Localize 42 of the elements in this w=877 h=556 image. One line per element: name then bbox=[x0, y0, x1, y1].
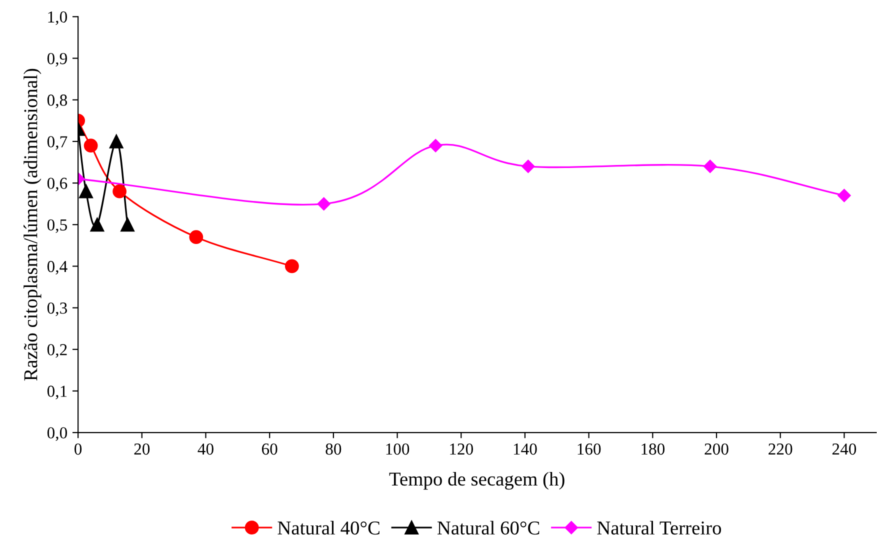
x-tick-label: 240 bbox=[832, 443, 856, 455]
point bbox=[109, 134, 124, 148]
x-tick-label: 120 bbox=[450, 443, 473, 455]
x-tick-label: 220 bbox=[768, 443, 792, 455]
y-tick-label: 0,5 bbox=[47, 219, 67, 233]
x-tick-label: 80 bbox=[326, 443, 342, 455]
point bbox=[112, 184, 126, 198]
point bbox=[90, 218, 104, 232]
y-tick-label: 0,4 bbox=[47, 260, 68, 275]
point bbox=[317, 197, 330, 210]
x-tick-label: 0 bbox=[74, 443, 82, 455]
point bbox=[120, 218, 134, 232]
x-tick-label: 60 bbox=[262, 443, 278, 455]
point bbox=[79, 184, 93, 198]
x-tick-label: 140 bbox=[514, 443, 537, 455]
point bbox=[429, 139, 442, 152]
point bbox=[522, 160, 535, 173]
y-tick-label: 0,6 bbox=[47, 178, 68, 192]
y-tick-label: 0,0 bbox=[47, 427, 67, 441]
y-tick-label: 0,9 bbox=[47, 52, 67, 67]
y-tick-label: 1,0 bbox=[48, 11, 67, 26]
x-tick-label: 180 bbox=[642, 443, 665, 455]
point bbox=[189, 230, 204, 244]
x-tick-label: 100 bbox=[386, 443, 410, 455]
legend-label: Natural Terreiro bbox=[597, 520, 722, 535]
point bbox=[284, 259, 299, 274]
x-tick-label: 160 bbox=[578, 443, 601, 455]
legend-label: Natural 60°C bbox=[437, 520, 540, 535]
point bbox=[704, 160, 717, 173]
point bbox=[838, 188, 851, 202]
point bbox=[84, 138, 98, 153]
y-tick-label: 0,8 bbox=[47, 94, 67, 108]
legend-label: Natural 40°C bbox=[278, 520, 380, 535]
y-tick-label: 0,2 bbox=[47, 344, 67, 358]
y-tick-label: 0,7 bbox=[47, 136, 68, 150]
x-tick-label: 20 bbox=[134, 443, 150, 455]
y-tick-label: 0,3 bbox=[47, 302, 67, 316]
x-axis-title: Tempo de secagem (h) bbox=[389, 472, 564, 490]
y-tick-label: 0,1 bbox=[47, 386, 67, 400]
x-tick-label: 40 bbox=[198, 443, 214, 455]
x-tick-label: 200 bbox=[704, 443, 728, 455]
y-axis-title: Razão citoplasma/lúmen (adimensional) bbox=[24, 68, 42, 381]
